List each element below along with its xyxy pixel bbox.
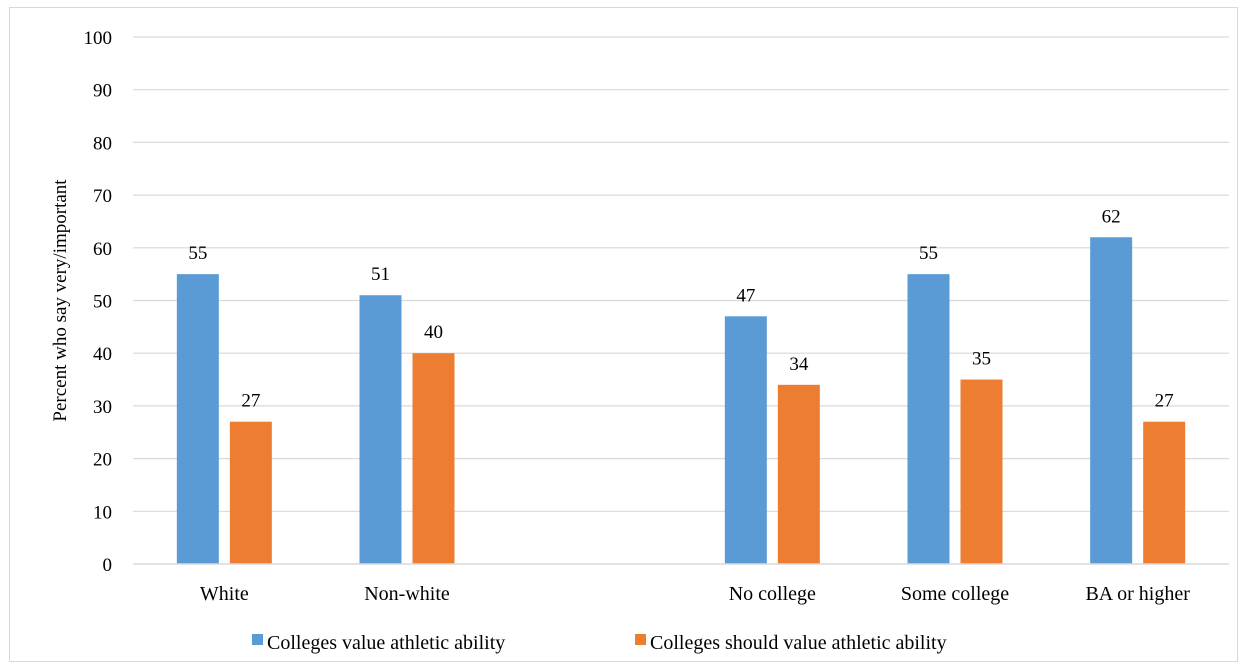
data-labels: 55 27 51 40 47 34 55 35 62 27	[188, 206, 1173, 411]
bar	[412, 353, 455, 564]
y-tick-label: 90	[93, 81, 112, 102]
y-axis-label: Percent who say very/important	[50, 179, 71, 422]
bar	[777, 384, 820, 564]
legend: Colleges value athletic ability Colleges …	[252, 632, 947, 654]
bar	[359, 295, 402, 564]
x-category-label: No college	[729, 583, 816, 605]
legend-label: Colleges should value athletic ability	[650, 632, 947, 654]
data-label: 27	[241, 391, 260, 412]
bar	[960, 379, 1003, 564]
y-tick-label: 20	[93, 450, 112, 471]
y-tick-label: 60	[93, 239, 112, 260]
data-label: 55	[919, 243, 938, 264]
data-label: 27	[1155, 391, 1174, 412]
x-axis-categories: White Non-white No college Some college BA o…	[200, 583, 1190, 605]
y-tick-label: 100	[84, 28, 113, 49]
x-category-label: Some college	[901, 583, 1009, 605]
y-tick-label: 70	[93, 186, 112, 207]
bar	[724, 316, 767, 564]
legend-swatch	[252, 634, 263, 645]
y-tick-label: 50	[93, 292, 112, 313]
data-label: 34	[789, 354, 809, 375]
data-label: 47	[736, 285, 755, 306]
y-axis-ticks: 0 10 20 30 40 50 60 70 80 90 100	[84, 28, 113, 576]
bar	[176, 274, 219, 564]
x-category-label: White	[200, 583, 249, 605]
data-label: 40	[424, 322, 443, 343]
data-label: 55	[188, 243, 207, 264]
data-label: 51	[371, 264, 390, 285]
y-tick-label: 0	[103, 555, 113, 576]
x-category-label: Non-white	[364, 583, 450, 605]
bar	[907, 274, 950, 564]
y-tick-label: 40	[93, 344, 112, 365]
legend-swatch	[635, 634, 646, 645]
bar	[1143, 421, 1186, 564]
bar	[1090, 237, 1133, 564]
data-label: 62	[1102, 206, 1121, 227]
y-tick-label: 30	[93, 397, 112, 418]
bars	[176, 237, 1186, 564]
gridlines	[133, 36, 1229, 512]
legend-label: Colleges value athletic ability	[267, 632, 505, 654]
y-tick-label: 10	[93, 502, 112, 523]
y-tick-label: 80	[93, 133, 112, 154]
data-label: 35	[972, 349, 991, 370]
bar	[229, 421, 272, 564]
x-category-label: BA or higher	[1085, 583, 1190, 605]
